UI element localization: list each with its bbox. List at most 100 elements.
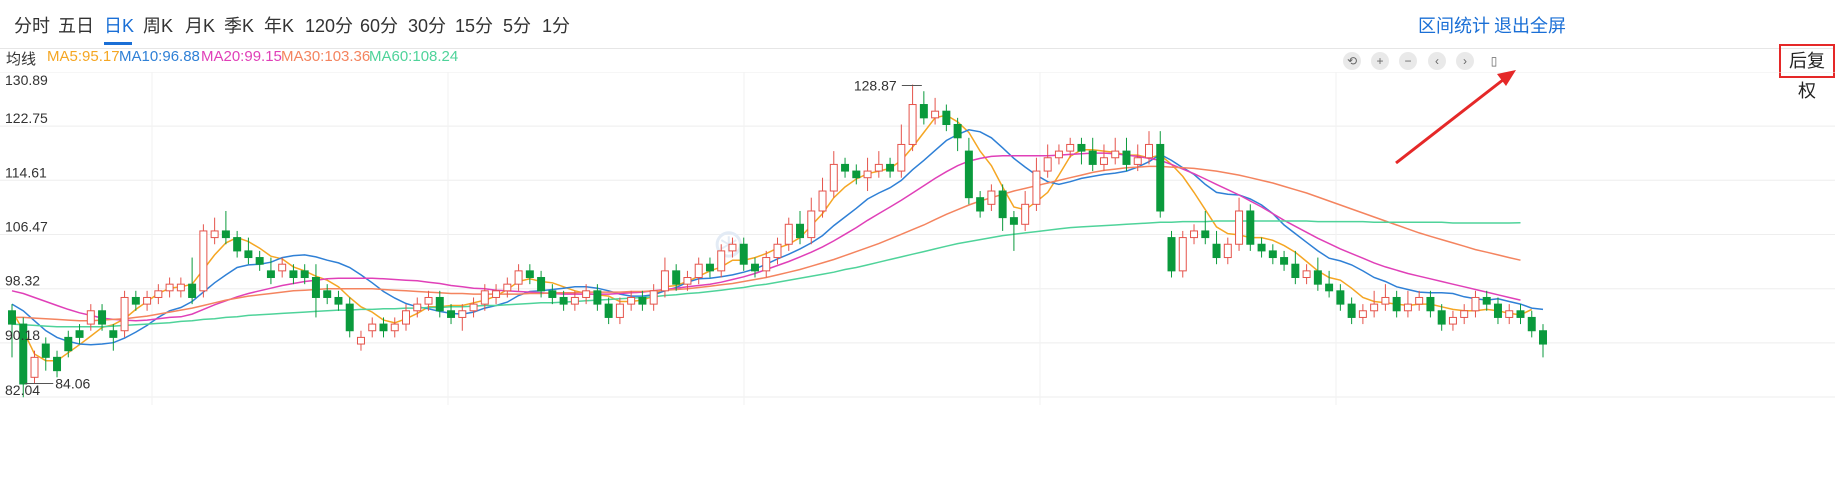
tab-period-8[interactable]: 60分 [360, 16, 399, 36]
candle-body [1145, 143, 1153, 159]
min-price-label: 84.06 [55, 376, 90, 392]
candle-body [559, 296, 568, 305]
tab-period-7[interactable]: 120分 [305, 16, 354, 36]
candle-body [1009, 217, 1018, 225]
candle-body [1460, 310, 1469, 318]
candle-body [762, 257, 771, 272]
candle-body [447, 310, 456, 318]
ma-line-ma5 [11, 114, 1533, 362]
battery-icon[interactable]: ▯ [1490, 54, 1498, 68]
candle-body [233, 237, 242, 252]
candle-body [1133, 157, 1142, 165]
candle-body [537, 277, 546, 292]
tab-period-10[interactable]: 15分 [455, 16, 494, 36]
candle-body [109, 330, 118, 338]
candle-body [8, 310, 16, 325]
interval-stats-link[interactable]: 区间统计 [1418, 16, 1490, 36]
candle-body [649, 290, 658, 305]
candle-body [908, 104, 917, 145]
candle-body [41, 343, 50, 358]
tab-period-6[interactable]: 年K [264, 16, 295, 36]
tab-period-2[interactable]: 日K [104, 16, 135, 36]
candle-body [1448, 316, 1457, 325]
tab-period-4[interactable]: 月K [185, 16, 216, 36]
candle-body [221, 230, 230, 239]
exit-fullscreen-link[interactable]: 退出全屏 [1494, 16, 1566, 36]
candle-body [379, 323, 388, 332]
tab-period-9[interactable]: 30分 [408, 16, 447, 36]
candle-body [278, 263, 287, 272]
candle-body [1370, 303, 1379, 312]
candle-body [492, 290, 501, 298]
zoom-out-icon[interactable]: − [1399, 52, 1417, 70]
candle-body [919, 104, 928, 119]
undo-icon[interactable]: ⟲ [1343, 52, 1361, 70]
candle-body [694, 263, 703, 279]
fuquan-button[interactable]: 后复权 [1779, 44, 1835, 101]
candle-body [86, 310, 95, 325]
ma5-value: MA5:95.17 [47, 48, 120, 65]
candle-body [582, 290, 591, 298]
candle-body [53, 356, 62, 372]
chevron-right-icon[interactable]: › [1456, 52, 1474, 70]
ma-line-ma60 [11, 220, 1521, 328]
candle-body [480, 290, 489, 305]
candle-body [334, 296, 343, 305]
candle-body [1122, 150, 1131, 165]
y-tick-label: 90.18 [5, 327, 40, 343]
candle-body [402, 310, 410, 325]
candle-body [1088, 150, 1097, 165]
candle-body [525, 270, 534, 279]
candle-body [458, 310, 467, 318]
candle-body [841, 163, 850, 172]
candle-body [255, 257, 264, 265]
candle-body [1043, 157, 1052, 172]
candle-body [773, 243, 782, 259]
candle-body [98, 310, 107, 325]
tab-period-1[interactable]: 五日 [58, 16, 94, 36]
tab-period-11[interactable]: 5分 [503, 16, 532, 36]
candle-body [64, 336, 73, 352]
candle-body [1156, 143, 1165, 212]
y-tick-label: 114.61 [5, 164, 47, 180]
candle-body [852, 170, 861, 179]
candle-body [1302, 270, 1311, 279]
candle-body [1358, 310, 1367, 318]
candle-body [1313, 270, 1322, 285]
kline-chart[interactable]: ⊛130.89122.75114.61106.4798.3290.1882.04… [0, 72, 1835, 477]
period-tabs: 分时 五日 日K 周K 月K 季K 年K 120分 60分 30分 15分 5分 1分 [0, 0, 1835, 49]
tab-period-0[interactable]: 分时 [14, 16, 50, 36]
y-tick-label: 98.32 [5, 273, 40, 289]
candle-body [323, 290, 332, 298]
candle-body [886, 163, 895, 172]
candle-body [1505, 310, 1514, 318]
candle-body [30, 356, 39, 378]
candle-body [1032, 170, 1041, 205]
candle-body [514, 270, 523, 285]
candle-body [435, 296, 444, 312]
candle-body [784, 223, 793, 245]
candle-body [1471, 296, 1480, 312]
y-tick-label: 82.04 [5, 382, 40, 398]
candle-body [1516, 310, 1525, 318]
candle-body [1415, 296, 1424, 305]
candle-body [1099, 157, 1108, 165]
ma-legend: 均线 MA5:95.17 MA10:96.88 MA20:99.15 MA30:… [0, 48, 1835, 72]
y-tick-label: 122.75 [5, 110, 48, 126]
candle-body [953, 123, 962, 139]
tab-period-12[interactable]: 1分 [542, 16, 571, 36]
tab-period-5[interactable]: 季K [224, 16, 255, 36]
ma10-value: MA10:96.88 [119, 48, 200, 65]
candle-body [154, 290, 163, 298]
arrow-head-icon [1497, 70, 1516, 86]
candle-body [300, 270, 309, 279]
tab-period-3[interactable]: 周K [143, 16, 174, 36]
candle-body [210, 230, 219, 239]
candle-body [1066, 143, 1075, 152]
y-tick-label: 130.89 [5, 72, 48, 88]
chevron-left-icon[interactable]: ‹ [1428, 52, 1446, 70]
zoom-in-icon[interactable]: + [1371, 52, 1389, 70]
candle-body [863, 170, 872, 179]
candle-body [19, 323, 28, 385]
candle-body [120, 296, 129, 332]
